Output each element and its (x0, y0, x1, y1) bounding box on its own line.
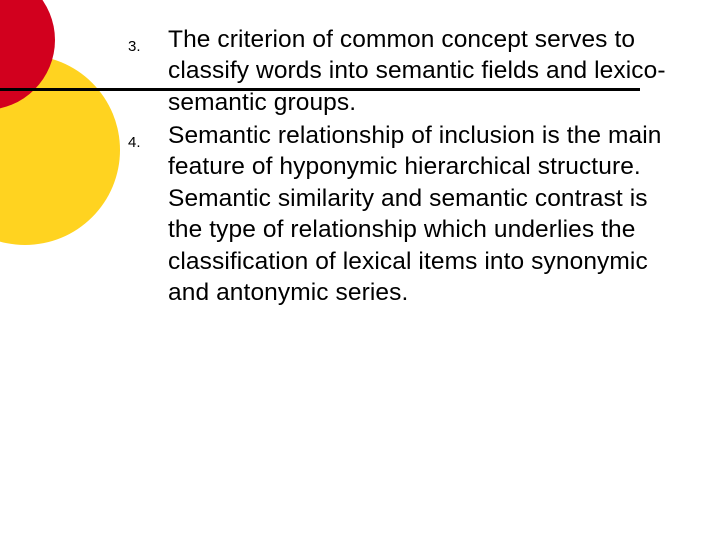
list-marker: 3. (128, 24, 168, 63)
list-item: 4. Semantic relationship of inclusion is… (128, 120, 688, 308)
list-marker: 4. (128, 120, 168, 159)
list-item: 3. The criterion of common concept serve… (128, 24, 688, 118)
numbered-list: 3. The criterion of common concept serve… (128, 24, 688, 308)
slide-content: 3. The criterion of common concept serve… (128, 24, 688, 310)
list-item-text: The criterion of common concept serves t… (168, 24, 688, 118)
list-item-text: Semantic relationship of inclusion is th… (168, 120, 688, 308)
